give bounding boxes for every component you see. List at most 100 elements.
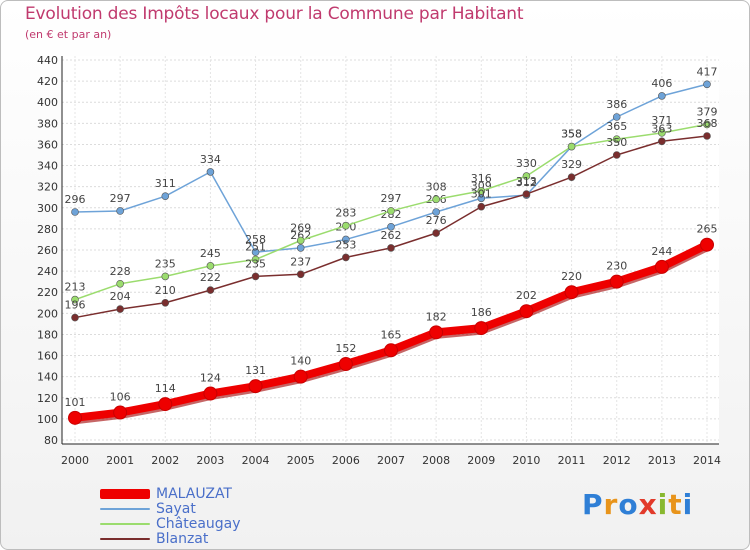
y-tick-label: 400 (37, 96, 58, 109)
data-point (612, 113, 621, 121)
data-point (432, 229, 440, 237)
y-tick-label: 380 (37, 117, 58, 130)
x-tick-label: 2013 (648, 454, 676, 467)
data-label: 124 (200, 372, 221, 385)
data-label: 106 (110, 391, 131, 404)
x-tick-label: 2003 (196, 454, 224, 467)
data-point (251, 248, 260, 256)
y-tick-label: 360 (37, 138, 58, 151)
data-point (522, 172, 531, 180)
data-point (612, 151, 621, 159)
legend-label-sayat: Sayat (156, 501, 196, 517)
data-point (206, 168, 215, 176)
legend-item-sayat: Sayat (100, 502, 196, 516)
data-point (658, 137, 666, 146)
data-label: 235 (155, 257, 176, 270)
y-tick-label: 80 (44, 434, 58, 447)
y-tick-label: 100 (37, 413, 58, 426)
x-tick-label: 2001 (106, 454, 134, 467)
data-label: 358 (561, 128, 582, 141)
data-point (113, 405, 128, 420)
data-point (703, 80, 711, 89)
data-point (432, 195, 440, 204)
chart-title: Evolution des Impôts locaux pour la Comm… (25, 4, 524, 24)
data-point (206, 286, 215, 294)
data-point (522, 190, 531, 198)
logo-letter: t (668, 488, 683, 521)
data-point (564, 285, 579, 300)
legend-item-blanzat: Blanzat (100, 532, 208, 546)
data-point (519, 304, 534, 319)
data-label: 406 (651, 77, 672, 90)
data-point (161, 298, 170, 307)
x-tick-label: 2002 (151, 454, 179, 467)
data-label: 182 (426, 310, 447, 323)
data-label: 165 (381, 328, 402, 341)
data-point (161, 192, 170, 200)
data-point (71, 208, 79, 216)
logo-letter: o (618, 488, 639, 521)
data-label: 334 (200, 153, 221, 166)
data-label: 245 (200, 247, 221, 260)
chart-subtitle: (en € et par an) (25, 28, 112, 41)
logo-letter: r (603, 488, 619, 521)
x-tick-label: 2010 (512, 454, 540, 467)
legend-label-malauzat: MALAUZAT (156, 486, 232, 502)
data-label: 301 (471, 188, 492, 201)
x-tick-label: 2011 (558, 454, 586, 467)
data-point (384, 343, 398, 358)
x-tick-label: 2009 (467, 454, 495, 467)
y-tick-label: 200 (37, 307, 58, 320)
data-label: 228 (110, 265, 131, 278)
data-point (251, 272, 260, 281)
data-label: 237 (290, 255, 311, 268)
data-point (338, 357, 353, 371)
data-point (609, 274, 624, 289)
data-point (342, 235, 350, 244)
data-label: 363 (651, 122, 672, 135)
data-label: 358 (561, 128, 582, 141)
data-label: 230 (606, 260, 627, 273)
data-point (71, 295, 79, 304)
data-point (477, 187, 486, 195)
data-point (387, 244, 395, 252)
x-tick-label: 2005 (287, 454, 315, 467)
data-label: 379 (697, 105, 718, 118)
x-tick-label: 2000 (61, 454, 89, 467)
y-tick-label: 160 (37, 350, 58, 363)
data-label: 101 (65, 396, 86, 409)
data-label: 202 (516, 289, 537, 302)
data-point (477, 202, 486, 211)
data-label: 131 (245, 364, 266, 377)
data-label: 330 (516, 157, 537, 170)
data-label: 316 (471, 172, 492, 185)
data-point (567, 142, 576, 151)
data-point (387, 207, 395, 215)
logo-letter: i (682, 488, 694, 521)
data-label: 297 (110, 192, 131, 205)
data-label: 308 (426, 180, 447, 193)
legend-swatch-sayat (100, 508, 150, 510)
legend-item-malauzat: MALAUZAT (100, 487, 232, 501)
logo-letter: i (657, 488, 669, 521)
x-tick-label: 2014 (693, 454, 721, 467)
data-label: 276 (426, 214, 447, 227)
y-tick-label: 440 (37, 54, 58, 67)
data-label: 251 (245, 241, 266, 254)
data-label: 350 (606, 136, 627, 149)
data-point (68, 410, 82, 425)
data-label: 213 (65, 281, 86, 294)
data-label: 210 (155, 284, 176, 297)
data-point (658, 92, 666, 100)
legend-label-blanzat: Blanzat (156, 531, 209, 547)
legend-item-chateaugay: Châteaugay (100, 517, 241, 531)
data-point (248, 379, 263, 394)
data-label: 265 (697, 223, 718, 236)
data-point (700, 237, 714, 252)
y-tick-label: 320 (37, 181, 58, 194)
data-point (703, 132, 711, 140)
data-point (161, 272, 170, 281)
data-point (567, 173, 576, 181)
data-label: 222 (200, 271, 221, 284)
